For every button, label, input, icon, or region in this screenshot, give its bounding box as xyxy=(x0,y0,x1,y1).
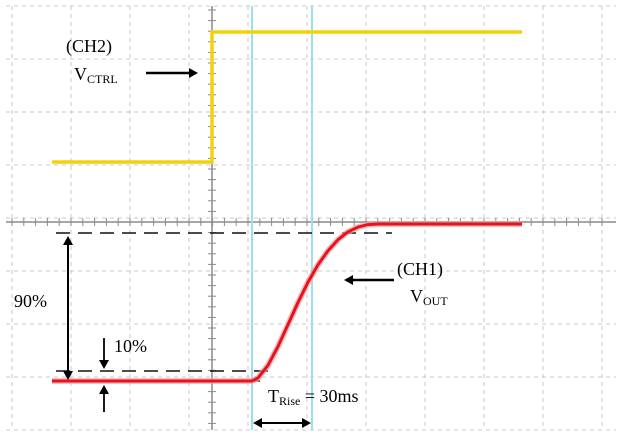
annotation-arrows xyxy=(63,68,394,428)
level-dash-lines xyxy=(56,232,392,382)
ch1-vout-trace xyxy=(52,222,522,383)
level-90-arrow-up xyxy=(63,236,73,245)
ch1-signal-label: VOUT xyxy=(410,286,448,308)
ch1-vout-trace-shadow xyxy=(52,221,522,384)
rise-time-label: TRise = 30ms xyxy=(268,386,359,408)
level-10-label: 10% xyxy=(114,336,147,356)
level-10-bottom-arrow-head xyxy=(99,385,109,394)
ch1-channel-label: (CH1) xyxy=(397,259,443,280)
ch2-signal-label: VCTRL xyxy=(74,64,118,86)
rise-time-arrow-right xyxy=(302,418,311,428)
ctrl-arrow-head xyxy=(189,68,198,78)
level-90-arrow-down xyxy=(63,371,73,380)
ch2-vctrl-trace xyxy=(52,30,522,164)
level-10-top-arrow-head xyxy=(99,360,109,369)
vout-arrow-head xyxy=(344,275,353,285)
ch2-channel-label: (CH2) xyxy=(66,36,112,57)
level-90-label: 90% xyxy=(14,291,47,311)
rise-time-arrow-left xyxy=(253,418,262,428)
